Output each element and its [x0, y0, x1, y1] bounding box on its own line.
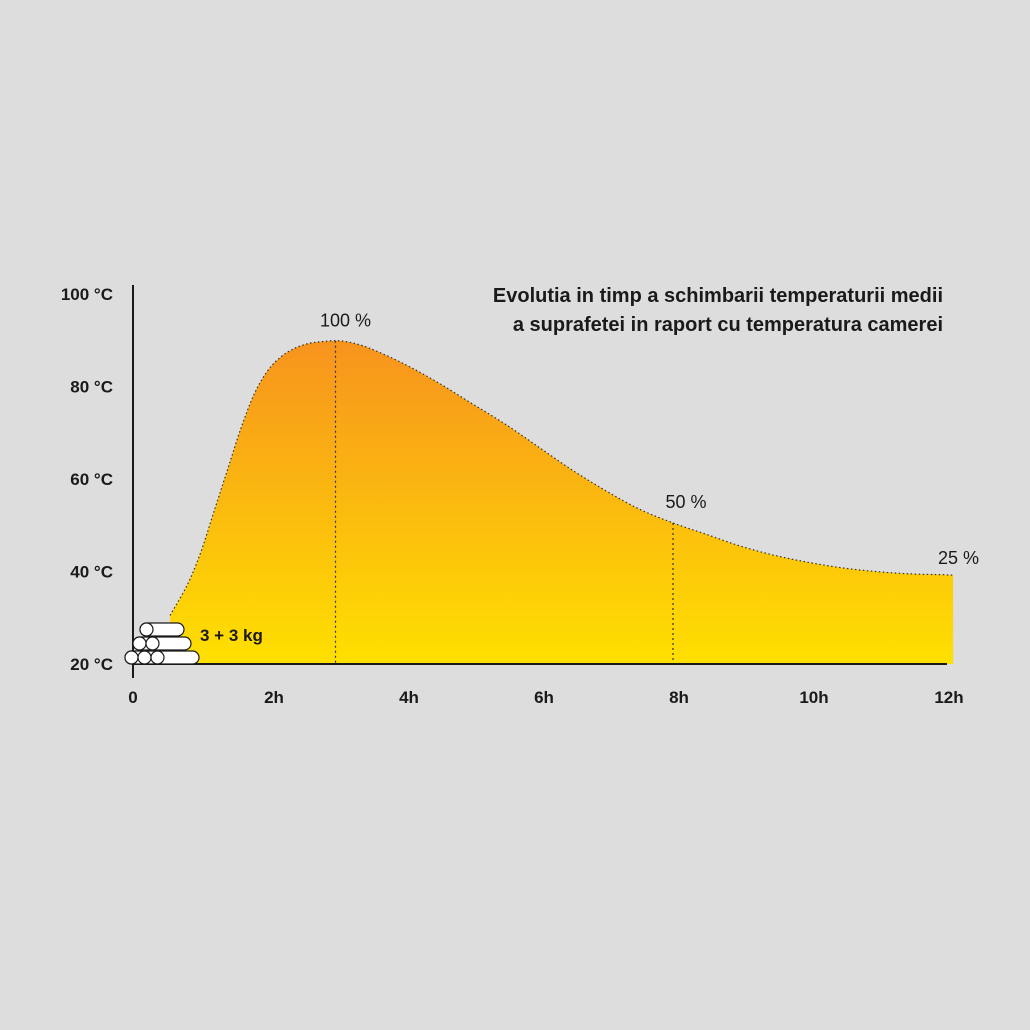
chart-title: Evolutia in timp a schimbarii temperatur…: [493, 285, 943, 336]
x-tick-label: 4h: [399, 688, 419, 707]
temperature-area: [170, 340, 954, 664]
y-tick-label: 80 °C: [70, 378, 113, 397]
y-tick-label: 20 °C: [70, 655, 113, 674]
stacked-logs-icon: [124, 622, 200, 665]
y-tick-label: 60 °C: [70, 470, 113, 489]
chart-title-line-2: a suprafetei in raport cu temperatura ca…: [513, 314, 943, 336]
y-tick-label: 100 °C: [61, 285, 113, 304]
marker-label: 50 %: [665, 492, 706, 512]
x-tick-label: 12h: [934, 688, 963, 707]
x-tick-label: 10h: [799, 688, 828, 707]
temperature-curve: [169, 340, 954, 616]
x-tick-label: 0: [128, 688, 137, 707]
x-tick-label: 8h: [669, 688, 689, 707]
marker-label: 100 %: [320, 311, 371, 331]
chart-title-line-1: Evolutia in timp a schimbarii temperatur…: [493, 285, 943, 307]
x-tick-label: 2h: [264, 688, 284, 707]
marker-label: 25 %: [938, 548, 979, 568]
y-tick-label: 40 °C: [70, 563, 113, 582]
x-tick-label: 6h: [534, 688, 554, 707]
wood-amount-label: 3 + 3 kg: [200, 626, 263, 645]
